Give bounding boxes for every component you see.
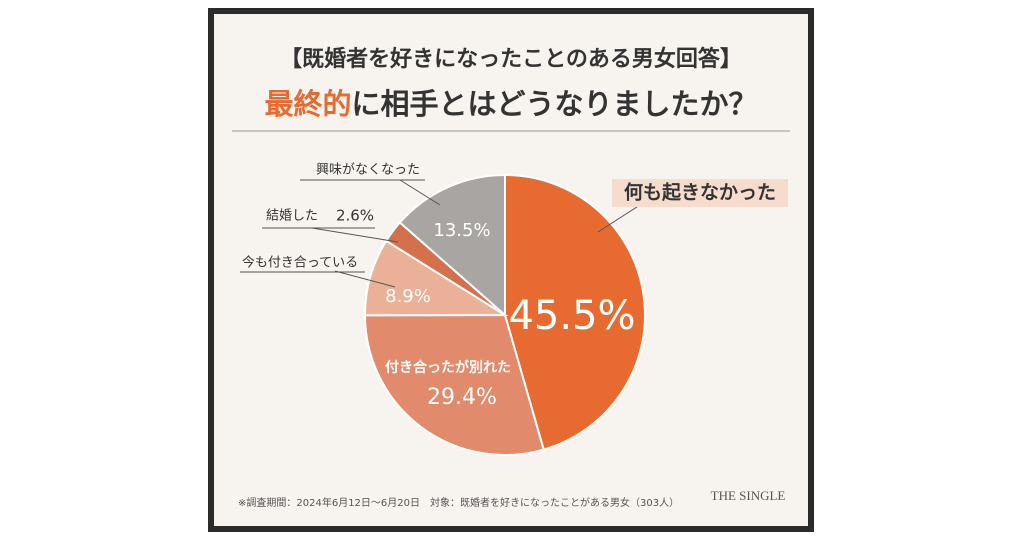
- pie-slice: [398, 173, 506, 318]
- value-label: 29.4%: [427, 385, 497, 410]
- value-label: 2.6%: [336, 207, 374, 225]
- logo: THE SINGLE: [711, 488, 786, 503]
- subtitle-highlight: 最終的: [264, 87, 351, 121]
- leader-line: [399, 179, 441, 206]
- value-label: 45.5%: [508, 293, 635, 339]
- leader-line: [334, 270, 396, 288]
- value-label: 8.9%: [385, 286, 431, 307]
- category-label: 今も付き合っている: [242, 255, 358, 271]
- subtitle: 最終的に相手とはどうなりましたか？: [264, 87, 757, 121]
- pie-slice: [363, 313, 545, 456]
- label-box: [612, 179, 788, 207]
- footnote: ※調査期間：2024年6月12日～6月20日 対象：既婚者を好きになったことがあ…: [238, 496, 679, 509]
- category-label: 結婚した: [266, 209, 318, 224]
- category-label: 興味がなくなった: [316, 163, 420, 178]
- leader-line: [311, 227, 399, 243]
- category-label: 付き合ったが別れた: [385, 359, 511, 376]
- category-label: 何も起きなかった: [624, 181, 776, 204]
- leader-line: [597, 204, 641, 233]
- pie-slice: [504, 173, 646, 451]
- value-label: 13.5%: [433, 220, 490, 241]
- title: 【既婚者を好きになったことのある男女回答】: [280, 46, 742, 72]
- subtitle-rest: に相手とはどうなりましたか？: [352, 87, 758, 121]
